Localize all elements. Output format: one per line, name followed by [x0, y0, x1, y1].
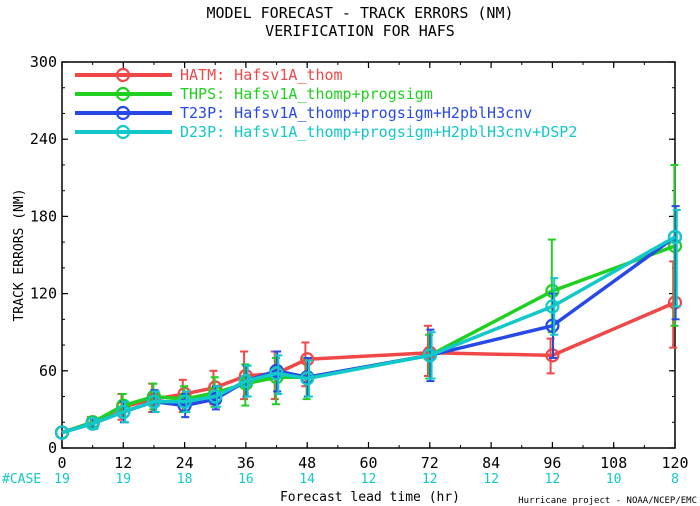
x-tick-label: 0: [57, 454, 66, 472]
legend-item: THPS: Hafsv1A_thomp+progsigm: [75, 85, 433, 103]
x-tick-label: 36: [237, 454, 255, 472]
case-count: 12: [545, 472, 561, 487]
legend-marker: [115, 67, 131, 83]
data-point: [269, 366, 284, 381]
x-tick-label: 108: [600, 454, 627, 472]
legend-label: THPS: Hafsv1A_thomp+progsigm: [180, 85, 433, 103]
series-line: [61, 235, 676, 435]
legend-item: T23P: Hafsv1A_thomp+progsigm+H2pblH3cnv: [75, 104, 532, 122]
legend-label: T23P: Hafsv1A_thomp+progsigm+H2pblH3cnv: [180, 104, 532, 122]
case-count-row: #CASE 19 19 18 16 14 12 12 12 12 10 8: [2, 472, 679, 487]
legend-label: HATM: Hafsv1A_thom: [180, 66, 343, 84]
x-axis: 0 12 24 36 48 60 72 84 96 108 120: [57, 62, 689, 472]
chart-subtitle: VERIFICATION FOR HAFS: [265, 22, 455, 40]
y-axis-label: TRACK ERRORS (NM): [12, 188, 27, 321]
data-point: [54, 425, 70, 440]
x-tick-label: 48: [298, 454, 316, 472]
legend-item: D23P: Hafsv1A_thomp+progsigm+H2pblH3cnv+…: [75, 123, 577, 141]
x-tick-label: 72: [421, 454, 439, 472]
y-tick-label: 0: [48, 439, 57, 457]
series-layer: [54, 163, 683, 440]
data-point: [177, 394, 192, 409]
case-row-label: #CASE: [2, 472, 41, 487]
data-point: [238, 373, 253, 389]
data-point: [667, 229, 683, 245]
case-count: 19: [115, 472, 131, 487]
x-tick-label: 60: [359, 454, 377, 472]
x-tick-label: 24: [176, 454, 194, 472]
data-point: [545, 299, 560, 314]
x-axis-label: Forecast lead time (hr): [280, 490, 460, 505]
case-count: 19: [54, 472, 70, 487]
case-count: 16: [238, 472, 254, 487]
y-tick-label: 120: [30, 285, 57, 303]
credit-text: Hurricane project - NOAA/NCEP/EMC: [518, 496, 697, 506]
data-point: [85, 416, 100, 431]
legend-marker: [115, 86, 131, 102]
x-tick-label: 84: [482, 454, 500, 472]
chart-title: MODEL FORECAST - TRACK ERRORS (NM): [206, 4, 513, 22]
case-count: 14: [299, 472, 315, 487]
y-tick-label: 180: [30, 207, 57, 225]
data-point: [116, 404, 131, 420]
x-tick-label: 96: [543, 454, 561, 472]
data-point: [208, 389, 223, 404]
legend-label: D23P: Hafsv1A_thomp+progsigm+H2pblH3cnv+…: [180, 123, 577, 141]
x-tick-label: 120: [661, 454, 688, 472]
y-tick-label: 60: [39, 362, 57, 380]
case-count: 12: [422, 472, 438, 487]
case-count: 12: [361, 472, 377, 487]
y-tick-label: 300: [30, 53, 57, 71]
legend-marker: [115, 105, 131, 121]
y-tick-label: 240: [30, 130, 57, 148]
case-count: 18: [177, 472, 193, 487]
legend-item: HATM: Hafsv1A_thom: [75, 66, 343, 84]
data-point: [422, 348, 437, 363]
data-point: [300, 371, 315, 386]
data-point: [545, 318, 560, 333]
case-count: 8: [671, 472, 679, 487]
legend-marker: [115, 124, 131, 140]
series-d23p: [54, 208, 683, 440]
case-count: 10: [606, 472, 622, 487]
x-tick-label: 12: [114, 454, 132, 472]
case-count: 12: [483, 472, 499, 487]
data-point: [146, 394, 162, 409]
y-axis: 0 60 120 180 240 300: [30, 53, 675, 457]
